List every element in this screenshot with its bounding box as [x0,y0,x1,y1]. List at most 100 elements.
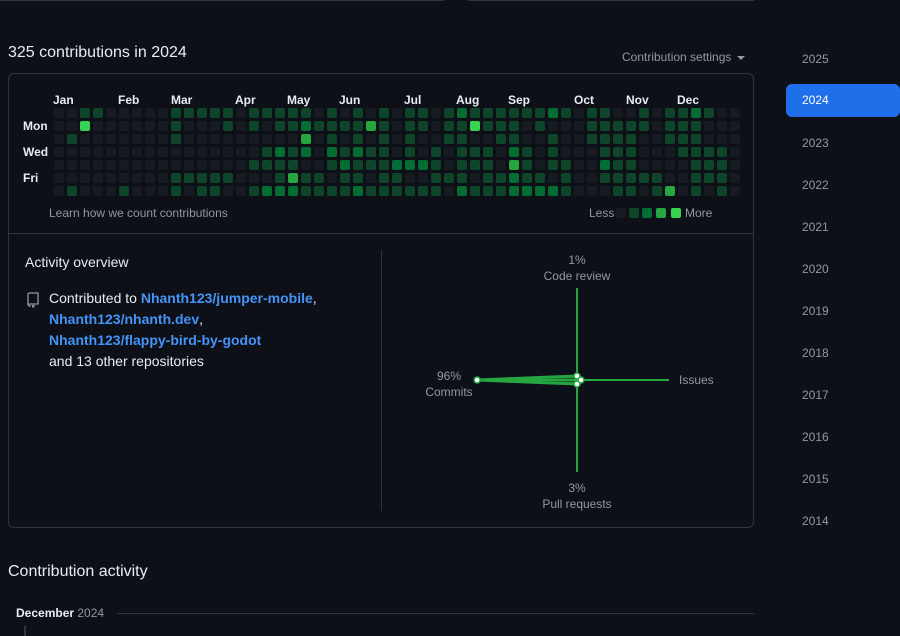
contribution-day[interactable] [704,173,714,183]
contribution-day[interactable] [639,186,649,196]
contribution-day[interactable] [93,108,103,118]
contribution-day[interactable] [67,108,77,118]
contribution-day[interactable] [405,186,415,196]
contribution-day[interactable] [678,121,688,131]
contribution-day[interactable] [54,121,64,131]
contribution-day[interactable] [327,160,337,170]
contribution-day[interactable] [548,173,558,183]
contribution-day[interactable] [717,121,727,131]
learn-how-link[interactable]: Learn how we count contributions [49,206,228,220]
contribution-day[interactable] [236,134,246,144]
contribution-day[interactable] [665,147,675,157]
contribution-day[interactable] [405,134,415,144]
contribution-day[interactable] [444,173,454,183]
contribution-day[interactable] [275,173,285,183]
contribution-day[interactable] [301,134,311,144]
contribution-day[interactable] [418,173,428,183]
contribution-day[interactable] [288,186,298,196]
contribution-day[interactable] [353,108,363,118]
contribution-day[interactable] [587,173,597,183]
contribution-day[interactable] [210,160,220,170]
contribution-day[interactable] [353,160,363,170]
contribution-day[interactable] [405,121,415,131]
contribution-day[interactable] [314,134,324,144]
year-2023[interactable]: 2023 [802,136,829,150]
contribution-day[interactable] [145,186,155,196]
contribution-day[interactable] [561,121,571,131]
contribution-day[interactable] [561,160,571,170]
contribution-day[interactable] [730,108,740,118]
contribution-day[interactable] [522,108,532,118]
contribution-day[interactable] [288,121,298,131]
contribution-day[interactable] [665,121,675,131]
contribution-day[interactable] [353,173,363,183]
contribution-day[interactable] [587,121,597,131]
contribution-day[interactable] [457,186,467,196]
contribution-day[interactable] [67,147,77,157]
contribution-day[interactable] [288,134,298,144]
contribution-day[interactable] [119,121,129,131]
contribution-day[interactable] [587,186,597,196]
contribution-day[interactable] [418,160,428,170]
contribution-day[interactable] [184,134,194,144]
contribution-day[interactable] [210,134,220,144]
contribution-day[interactable] [379,147,389,157]
contribution-day[interactable] [132,121,142,131]
contribution-day[interactable] [561,173,571,183]
contribution-day[interactable] [262,121,272,131]
contribution-day[interactable] [93,186,103,196]
contribution-day[interactable] [262,160,272,170]
contribution-day[interactable] [639,121,649,131]
contribution-day[interactable] [54,108,64,118]
contribution-day[interactable] [457,108,467,118]
contribution-day[interactable] [704,121,714,131]
contribution-day[interactable] [379,173,389,183]
contribution-day[interactable] [600,121,610,131]
year-2016[interactable]: 2016 [802,430,829,444]
contribution-day[interactable] [145,134,155,144]
contribution-day[interactable] [548,186,558,196]
contribution-day[interactable] [457,147,467,157]
contribution-day[interactable] [301,186,311,196]
contribution-day[interactable] [392,108,402,118]
contribution-day[interactable] [54,173,64,183]
contribution-day[interactable] [691,186,701,196]
contribution-day[interactable] [652,121,662,131]
contribution-day[interactable] [730,186,740,196]
contribution-day[interactable] [249,173,259,183]
contribution-day[interactable] [639,134,649,144]
contribution-day[interactable] [444,186,454,196]
contribution-day[interactable] [275,121,285,131]
contribution-day[interactable] [418,121,428,131]
contribution-day[interactable] [613,173,623,183]
contribution-day[interactable] [691,134,701,144]
contribution-day[interactable] [457,121,467,131]
contribution-day[interactable] [561,134,571,144]
contribution-day[interactable] [509,173,519,183]
contribution-day[interactable] [418,186,428,196]
contribution-day[interactable] [67,160,77,170]
contribution-day[interactable] [470,121,480,131]
contribution-day[interactable] [210,147,220,157]
contribution-day[interactable] [574,134,584,144]
contribution-day[interactable] [431,186,441,196]
contribution-day[interactable] [717,186,727,196]
contribution-day[interactable] [717,108,727,118]
contribution-day[interactable] [54,160,64,170]
contribution-day[interactable] [223,186,233,196]
contribution-day[interactable] [236,173,246,183]
contribution-day[interactable] [223,147,233,157]
contribution-day[interactable] [522,173,532,183]
contribution-day[interactable] [158,173,168,183]
contribution-day[interactable] [340,108,350,118]
contribution-day[interactable] [158,147,168,157]
contribution-day[interactable] [665,186,675,196]
contribution-day[interactable] [366,147,376,157]
contribution-day[interactable] [665,134,675,144]
contribution-day[interactable] [392,121,402,131]
contribution-day[interactable] [80,147,90,157]
contribution-day[interactable] [613,108,623,118]
contribution-day[interactable] [652,134,662,144]
contribution-day[interactable] [314,121,324,131]
contribution-day[interactable] [704,147,714,157]
